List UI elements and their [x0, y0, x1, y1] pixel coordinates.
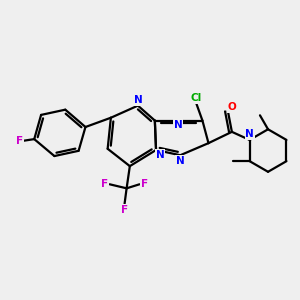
Text: F: F — [16, 136, 23, 146]
Text: N: N — [134, 95, 142, 105]
Text: N: N — [245, 129, 254, 139]
Text: N: N — [176, 156, 184, 166]
Text: Cl: Cl — [191, 93, 202, 103]
Text: F: F — [101, 179, 108, 189]
Text: F: F — [141, 179, 148, 189]
Text: N: N — [156, 150, 164, 160]
Text: N: N — [174, 120, 183, 130]
Text: O: O — [227, 102, 236, 112]
Text: F: F — [121, 205, 128, 215]
